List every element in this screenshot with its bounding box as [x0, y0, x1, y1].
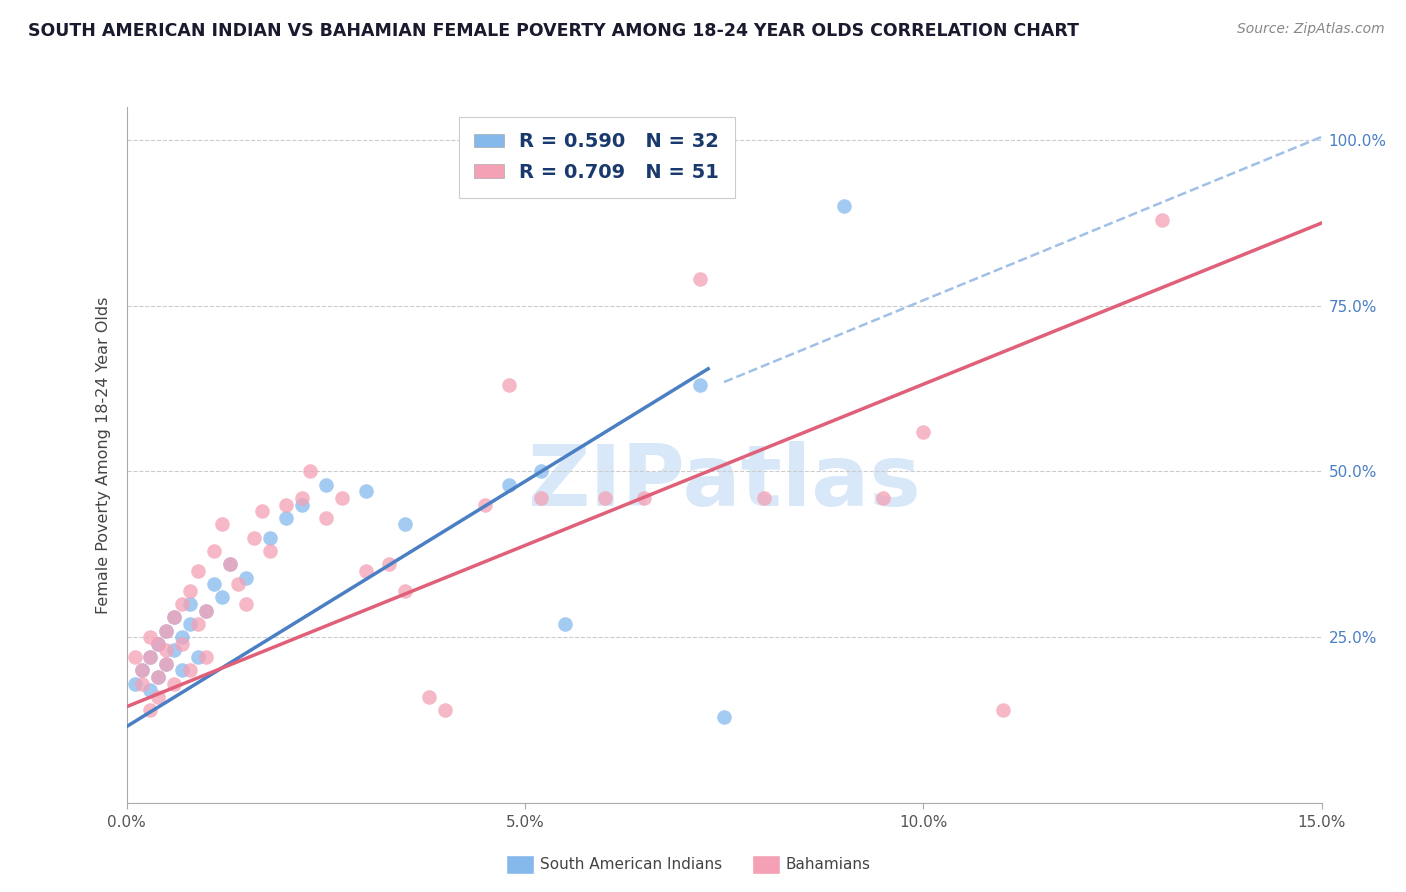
- Point: [179, 583, 201, 598]
- Point: [202, 544, 225, 558]
- Legend: R = 0.590   N = 32, R = 0.709   N = 51: R = 0.590 N = 32, R = 0.709 N = 51: [458, 117, 735, 197]
- Point: [713, 709, 735, 723]
- Point: [832, 199, 855, 213]
- Point: [139, 683, 162, 698]
- Point: [163, 676, 186, 690]
- Point: [148, 637, 170, 651]
- Point: [172, 597, 194, 611]
- Point: [148, 670, 170, 684]
- Y-axis label: Female Poverty Among 18-24 Year Olds: Female Poverty Among 18-24 Year Olds: [96, 296, 111, 614]
- Point: [689, 272, 711, 286]
- Point: [330, 491, 353, 505]
- Point: [235, 570, 257, 584]
- Point: [139, 650, 162, 665]
- Point: [163, 610, 186, 624]
- Point: [139, 630, 162, 644]
- Point: [226, 577, 249, 591]
- Point: [195, 650, 218, 665]
- Point: [187, 616, 209, 631]
- Point: [633, 491, 655, 505]
- Point: [315, 511, 337, 525]
- Text: SOUTH AMERICAN INDIAN VS BAHAMIAN FEMALE POVERTY AMONG 18-24 YEAR OLDS CORRELATI: SOUTH AMERICAN INDIAN VS BAHAMIAN FEMALE…: [28, 22, 1080, 40]
- Point: [274, 498, 297, 512]
- Text: Bahamians: Bahamians: [786, 857, 870, 871]
- Point: [187, 564, 209, 578]
- Point: [155, 624, 177, 638]
- Point: [155, 643, 177, 657]
- Point: [530, 465, 553, 479]
- Point: [124, 676, 146, 690]
- Point: [250, 504, 273, 518]
- Point: [1152, 212, 1174, 227]
- Text: South American Indians: South American Indians: [540, 857, 723, 871]
- Point: [131, 676, 153, 690]
- Point: [124, 650, 146, 665]
- Point: [291, 491, 314, 505]
- Point: [418, 690, 440, 704]
- Point: [474, 498, 496, 512]
- Point: [155, 657, 177, 671]
- Point: [315, 477, 337, 491]
- Point: [172, 630, 194, 644]
- Point: [172, 637, 194, 651]
- Point: [148, 637, 170, 651]
- Point: [179, 616, 201, 631]
- Point: [163, 610, 186, 624]
- Point: [179, 597, 201, 611]
- Point: [872, 491, 894, 505]
- Point: [554, 616, 576, 631]
- Point: [163, 643, 186, 657]
- Point: [298, 465, 321, 479]
- Point: [912, 425, 935, 439]
- Point: [259, 544, 281, 558]
- Point: [378, 558, 401, 572]
- Point: [354, 564, 377, 578]
- Point: [219, 558, 242, 572]
- Point: [530, 491, 553, 505]
- Point: [139, 650, 162, 665]
- Point: [394, 517, 416, 532]
- Point: [243, 531, 266, 545]
- Point: [593, 491, 616, 505]
- Point: [291, 498, 314, 512]
- Point: [195, 604, 218, 618]
- Point: [202, 577, 225, 591]
- Text: ZIPatlas: ZIPatlas: [527, 442, 921, 524]
- Point: [131, 663, 153, 677]
- Point: [689, 378, 711, 392]
- Point: [211, 591, 233, 605]
- Point: [498, 378, 520, 392]
- Point: [434, 703, 457, 717]
- Point: [139, 703, 162, 717]
- Point: [155, 657, 177, 671]
- Point: [354, 484, 377, 499]
- Point: [155, 624, 177, 638]
- Point: [498, 477, 520, 491]
- Point: [148, 670, 170, 684]
- Point: [131, 663, 153, 677]
- Point: [179, 663, 201, 677]
- Point: [219, 558, 242, 572]
- Text: Source: ZipAtlas.com: Source: ZipAtlas.com: [1237, 22, 1385, 37]
- Point: [394, 583, 416, 598]
- Point: [187, 650, 209, 665]
- Point: [274, 511, 297, 525]
- Point: [259, 531, 281, 545]
- Point: [991, 703, 1014, 717]
- Point: [752, 491, 775, 505]
- Point: [148, 690, 170, 704]
- Point: [195, 604, 218, 618]
- Point: [211, 517, 233, 532]
- Point: [235, 597, 257, 611]
- Point: [172, 663, 194, 677]
